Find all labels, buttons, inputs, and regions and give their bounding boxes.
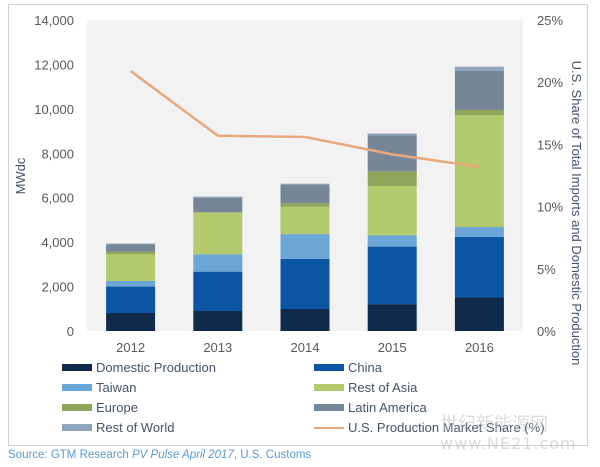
x-tick-label: 2015 [378, 340, 407, 355]
bar-segment-europe-2015 [367, 171, 417, 186]
source-prefix: Source: GTM Research [8, 449, 132, 461]
bar-segment-rest-of-asia-2012 [106, 254, 156, 282]
y-axis-title: MWdc [13, 157, 28, 194]
bar-segment-europe-2012 [106, 251, 156, 255]
bar-segment-rest-of-world-2013 [193, 196, 243, 198]
legend-color-swatch [62, 384, 92, 391]
y2-axis-title: U.S. Share of Total Imports and Domestic… [569, 61, 584, 366]
bar-segment-china-2012 [106, 286, 156, 314]
watermark: 世纪新能源网 www.NE21.com [440, 415, 577, 452]
bar-stack-2013 [193, 196, 243, 331]
x-tick-label: 2013 [203, 340, 232, 355]
watermark-url: www.NE21.com [440, 433, 577, 453]
bar-stack-2012 [106, 243, 156, 331]
bar-segment-taiwan-2012 [106, 281, 156, 287]
bar-segment-rest-of-world-2016 [454, 66, 504, 71]
legend-label: Latin America [348, 400, 427, 415]
bar-segment-latin-america-2013 [193, 197, 243, 213]
legend-label: China [348, 360, 382, 375]
legend-color-swatch [62, 424, 92, 431]
legend-label: Rest of World [96, 420, 175, 435]
bar-segment-china-2016 [454, 237, 504, 298]
bar-stack-2014 [280, 183, 330, 331]
bar-segment-rest-of-world-2015 [367, 133, 417, 136]
y2-tick-label: 5% [537, 262, 556, 277]
bar-segment-rest-of-world-2012 [106, 243, 156, 245]
bar-segment-taiwan-2013 [193, 254, 243, 272]
legend-item-u-s-production-market-share: U.S. Production Market Share (%) [314, 420, 545, 435]
bar-segment-europe-2013 [193, 212, 243, 213]
chart-frame [8, 4, 588, 446]
bar-segment-taiwan-2014 [280, 234, 330, 260]
legend-item-domestic-production: Domestic Production [62, 360, 216, 375]
legend-label: Domestic Production [96, 360, 216, 375]
x-tick-label: 2012 [116, 340, 145, 355]
legend-item-latin-america: Latin America [314, 400, 427, 415]
bar-segment-domestic-production-2016 [454, 297, 504, 331]
y-tick-label: 12,000 [34, 57, 74, 72]
y2-tick-label: 10% [537, 200, 563, 215]
legend-color-swatch [314, 364, 344, 371]
legend-line-swatch [314, 426, 344, 429]
x-tick-label: 2014 [291, 340, 320, 355]
bar-segment-latin-america-2014 [280, 184, 330, 204]
y-tick-label: 6,000 [41, 191, 74, 206]
bar-segment-domestic-production-2013 [193, 311, 243, 331]
legend-color-swatch [314, 404, 344, 411]
source-publication: PV Pulse April 2017 [131, 449, 234, 461]
legend-item-rest-of-asia: Rest of Asia [314, 380, 417, 395]
legend-item-rest-of-world: Rest of World [62, 420, 175, 435]
bar-segment-china-2015 [367, 246, 417, 305]
bar-segment-rest-of-asia-2013 [193, 212, 243, 255]
y-tick-label: 10,000 [34, 102, 74, 117]
source-suffix: , U.S. Customs [233, 449, 312, 461]
y-tick-label: 4,000 [41, 235, 74, 250]
bar-segment-europe-2016 [454, 109, 504, 116]
y-tick-label: 14,000 [34, 13, 74, 28]
bar-segment-europe-2014 [280, 203, 330, 207]
bar-segment-domestic-production-2015 [367, 304, 417, 331]
bar-segment-latin-america-2016 [454, 70, 504, 110]
y-tick-label: 8,000 [41, 146, 74, 161]
source-note: Source: GTM Research PV Pulse April 2017… [8, 449, 311, 461]
bar-segment-rest-of-world-2014 [280, 183, 330, 185]
bar-stack-2016 [454, 66, 504, 331]
legend-label: Taiwan [96, 380, 137, 395]
x-tick-label: 2016 [465, 340, 494, 355]
bar-segment-rest-of-asia-2015 [367, 185, 417, 236]
legend-item-taiwan: Taiwan [62, 380, 136, 395]
bar-segment-domestic-production-2012 [106, 313, 156, 331]
legend-color-swatch [62, 404, 92, 411]
y-tick-label: 2,000 [41, 280, 74, 295]
legend-item-china: China [314, 360, 382, 375]
y-tick-label: 0 [67, 324, 74, 339]
y2-tick-label: 25% [537, 13, 563, 28]
bar-segment-latin-america-2012 [106, 244, 156, 252]
bar-segment-taiwan-2015 [367, 235, 417, 247]
bar-segment-domestic-production-2014 [280, 309, 330, 331]
legend-color-swatch [62, 364, 92, 371]
watermark-title: 世纪新能源网 [440, 414, 548, 435]
bar-segment-rest-of-asia-2016 [454, 115, 504, 228]
bar-segment-taiwan-2016 [454, 227, 504, 238]
legend-label: Rest of Asia [348, 380, 418, 395]
bar-segment-china-2014 [280, 259, 330, 310]
bar-stack-2015 [367, 133, 417, 331]
legend-label: Europe [96, 400, 138, 415]
legend-color-swatch [314, 384, 344, 391]
bar-segment-rest-of-asia-2014 [280, 206, 330, 235]
bar-segment-china-2013 [193, 271, 243, 312]
y2-tick-label: 0% [537, 324, 556, 339]
legend-item-europe: Europe [62, 400, 138, 415]
legend-label: U.S. Production Market Share (%) [348, 420, 545, 435]
y2-tick-label: 20% [537, 75, 563, 90]
y2-tick-label: 15% [537, 137, 563, 152]
